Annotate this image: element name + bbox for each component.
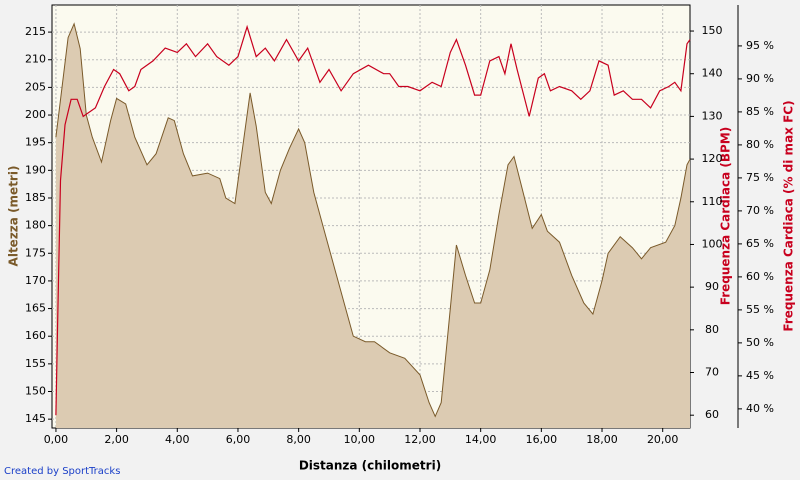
area bbox=[55, 23, 690, 429]
y3-axis-title: Frequenza Cardiaca (% di max FC) bbox=[782, 100, 796, 331]
x-tick-label: 2,00 bbox=[104, 433, 129, 446]
y3-tick-label: 85 % bbox=[746, 105, 774, 118]
area-outline bbox=[55, 22, 691, 418]
y-tick-label: 205 bbox=[25, 80, 46, 93]
x-tick-label: 12,00 bbox=[404, 433, 436, 446]
x-tick-label: 14,00 bbox=[465, 433, 497, 446]
x-tick-label: 8,00 bbox=[286, 433, 311, 446]
y2-tick-label: 110 bbox=[702, 195, 723, 208]
credit-link[interactable]: Created by SportTracks bbox=[4, 466, 120, 477]
y2-tick-label: 90 bbox=[705, 280, 719, 293]
y3-tick-label: 40 % bbox=[746, 402, 774, 415]
y2-tick-label: 60 bbox=[705, 408, 719, 421]
y-tick-label: 210 bbox=[25, 53, 46, 66]
y2-axis-title: Frequenza Cardiaca (BPM) bbox=[719, 127, 733, 305]
y2-tick-label: 100 bbox=[702, 237, 723, 250]
y3-tick-label: 65 % bbox=[746, 237, 774, 250]
x-tick-label: 6,00 bbox=[226, 433, 251, 446]
y-tick-label: 150 bbox=[25, 385, 46, 398]
y3-tick-label: 95 % bbox=[746, 39, 774, 52]
line bbox=[55, 24, 691, 416]
y3-tick-label: 75 % bbox=[746, 171, 774, 184]
y3-tick-label: 55 % bbox=[746, 303, 774, 316]
y-tick-label: 145 bbox=[25, 412, 46, 425]
y-tick-label: 175 bbox=[25, 246, 46, 259]
y3-tick-label: 60 % bbox=[746, 270, 774, 283]
x-tick-label: 10,00 bbox=[344, 433, 376, 446]
y-tick-label: 155 bbox=[25, 357, 46, 370]
y3-tick-label: 45 % bbox=[746, 369, 774, 382]
y2-tick-label: 120 bbox=[702, 152, 723, 165]
x-tick-label: 18,00 bbox=[586, 433, 618, 446]
y-tick-label: 195 bbox=[25, 136, 46, 149]
x-tick-label: 4,00 bbox=[165, 433, 190, 446]
y2-tick-label: 150 bbox=[702, 24, 723, 37]
y-tick-label: 200 bbox=[25, 108, 46, 121]
y2-tick-label: 130 bbox=[702, 109, 723, 122]
y-tick-label: 215 bbox=[25, 25, 46, 38]
x-tick-label: 16,00 bbox=[526, 433, 558, 446]
y-tick-label: 185 bbox=[25, 191, 46, 204]
y-tick-label: 160 bbox=[25, 329, 46, 342]
x-tick-label: 20,00 bbox=[647, 433, 679, 446]
y3-tick-label: 80 % bbox=[746, 138, 774, 151]
y-tick-label: 180 bbox=[25, 219, 46, 232]
y2-tick-label: 80 bbox=[705, 323, 719, 336]
y2-tick-label: 70 bbox=[705, 366, 719, 379]
y3-tick-label: 90 % bbox=[746, 72, 774, 85]
y-tick-label: 165 bbox=[25, 302, 46, 315]
y2-tick-label: 140 bbox=[702, 67, 723, 80]
y3-tick-label: 70 % bbox=[746, 204, 774, 217]
x-tick-label: 0,00 bbox=[44, 433, 69, 446]
y3-tick-label: 50 % bbox=[746, 336, 774, 349]
y-axis-title: Altezza (metri) bbox=[7, 166, 21, 267]
y-tick-label: 170 bbox=[25, 274, 46, 287]
y-tick-label: 190 bbox=[25, 163, 46, 176]
x-axis-title: Distanza (chilometri) bbox=[299, 459, 441, 473]
